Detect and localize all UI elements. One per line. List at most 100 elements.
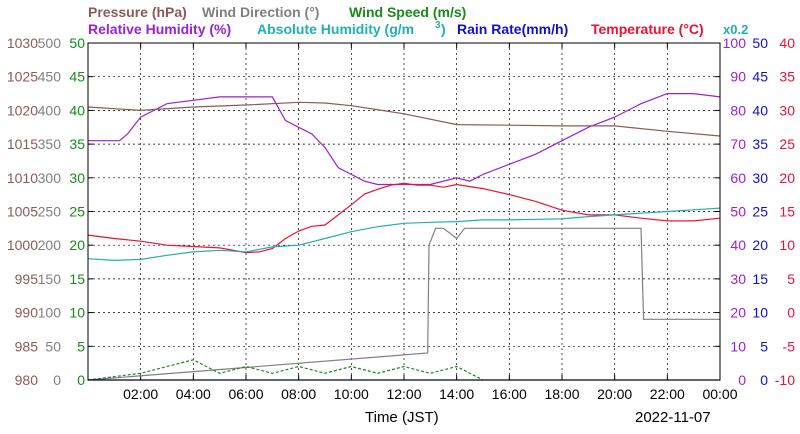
relative-humidity-tick-label: 70 (730, 136, 746, 152)
wind-direction-tick-label: 0 (53, 372, 61, 388)
temperature-tick-label: 30 (779, 102, 795, 118)
x-tick-label: 02:00 (123, 386, 158, 402)
temperature-tick-label: 5 (787, 271, 795, 287)
wind-speed-tick-label: 10 (69, 305, 85, 321)
relative-humidity-tick-label: 10 (730, 338, 746, 354)
rain-rate-tick-label: 30 (752, 170, 768, 186)
x-tick-label: 14:00 (439, 386, 474, 402)
rain-rate-tick-label: 25 (752, 204, 768, 220)
wind-direction-tick-label: 50 (45, 338, 61, 354)
legend-entry: Absolute Humidity (g/m (257, 21, 414, 37)
chart-header: Pressure (hPa) Wind Direction (°) Wind Spe… (88, 4, 748, 37)
plot-frame (87, 42, 721, 381)
wind-speed-tick-label: 30 (69, 170, 85, 186)
x-tick-label: 10:00 (334, 386, 369, 402)
date-label: 2022-11-07 (635, 409, 711, 426)
relative-humidity-tick-label: 50 (730, 204, 746, 220)
series-line (87, 227, 720, 381)
pressure-tick-label: 995 (15, 271, 39, 287)
relative-humidity-tick-label: 0 (738, 372, 746, 388)
temperature-tick-label: 10 (779, 237, 795, 253)
series-line (87, 182, 721, 254)
pressure-tick-label: 1010 (7, 170, 38, 186)
legend-entry: Pressure (hPa) (88, 4, 187, 20)
wind-speed-tick-label: 40 (69, 102, 85, 118)
x-tick-label: 08:00 (281, 386, 316, 402)
temperature-tick-label: -5 (783, 338, 796, 354)
relative-humidity-tick-label: 20 (730, 305, 746, 321)
wind-direction-tick-label: 450 (38, 69, 62, 85)
legend-entry: Temperature (°C) (591, 21, 704, 37)
relative-humidity-tick-label: 100 (723, 35, 747, 51)
rain-rate-tick-label: 0 (760, 372, 768, 388)
wind-speed-tick-label: 0 (77, 372, 85, 388)
x-axis-label: Time (JST) (365, 409, 439, 426)
wind-direction-tick-label: 200 (38, 237, 62, 253)
relative-humidity-tick-label: 80 (730, 102, 746, 118)
series-line (87, 207, 721, 262)
pressure-tick-label: 985 (15, 338, 39, 354)
x-tick-label: 18:00 (544, 386, 579, 402)
pressure-tick-label: 1030 (7, 35, 38, 51)
pressure-tick-label: 1005 (7, 204, 38, 220)
x-tick-label: 06:00 (228, 386, 263, 402)
rain-rate-tick-label: 40 (752, 102, 768, 118)
wind-speed-tick-label: 25 (69, 204, 85, 220)
temperature-tick-label: 15 (779, 204, 795, 220)
legend-entry: ) (441, 21, 446, 37)
wind-direction-tick-label: 300 (38, 170, 62, 186)
pressure-tick-label: 990 (15, 305, 39, 321)
pressure-tick-label: 1020 (7, 102, 38, 118)
wind-direction-tick-label: 150 (38, 271, 62, 287)
x-tick-label: 20:00 (597, 386, 632, 402)
x-tick-label: 04:00 (176, 386, 211, 402)
pressure-tick-label: 1015 (7, 136, 38, 152)
wind-speed-tick-label: 20 (69, 237, 85, 253)
wind-direction-tick-label: 250 (38, 204, 62, 220)
legend-entry: Wind Direction (°) (202, 4, 319, 20)
wind-direction-tick-label: 400 (38, 102, 62, 118)
pressure-tick-label: 980 (15, 372, 39, 388)
pressure-tick-label: 1000 (7, 237, 38, 253)
x-tick-label: 22:00 (650, 386, 685, 402)
wind-direction-tick-label: 100 (38, 305, 62, 321)
series-line (87, 359, 484, 381)
axis-tick-labels: 1030102510201015101010051000995990985980… (7, 35, 795, 402)
wind-direction-tick-label: 500 (38, 35, 62, 51)
x-tick-label: 12:00 (386, 386, 421, 402)
temperature-tick-label: 35 (779, 69, 795, 85)
legend-entry: Rain Rate(mm/h) (457, 21, 568, 37)
pressure-tick-label: 1025 (7, 69, 38, 85)
wind-direction-tick-label: 350 (38, 136, 62, 152)
rain-rate-tick-label: 35 (752, 136, 768, 152)
legend-entry: Relative Humidity (%) (88, 21, 231, 37)
rain-rate-tick-label: 20 (752, 237, 768, 253)
wind-speed-tick-label: 50 (69, 35, 85, 51)
rain-rate-tick-label: 10 (752, 305, 768, 321)
temperature-tick-label: 25 (779, 136, 795, 152)
multiplier-label: x0.2 (723, 22, 748, 37)
legend-entry: Wind Speed (m/s) (349, 4, 466, 20)
x-tick-label: 00:00 (702, 386, 737, 402)
x-tick-label: 16:00 (492, 386, 527, 402)
relative-humidity-tick-label: 90 (730, 69, 746, 85)
temperature-tick-label: 0 (787, 305, 795, 321)
temperature-tick-label: -10 (775, 372, 795, 388)
rain-rate-tick-label: 15 (752, 271, 768, 287)
wind-speed-tick-label: 45 (69, 69, 85, 85)
relative-humidity-tick-label: 40 (730, 237, 746, 253)
series-line (87, 101, 721, 137)
chart-gridlines (88, 43, 721, 380)
rain-rate-tick-label: 5 (760, 338, 768, 354)
legend-superscript: 3 (435, 20, 441, 31)
series-line (88, 92, 721, 186)
wind-speed-tick-label: 15 (69, 271, 85, 287)
rain-rate-tick-label: 50 (752, 35, 768, 51)
temperature-tick-label: 40 (779, 35, 795, 51)
wind-speed-tick-label: 35 (69, 136, 85, 152)
temperature-tick-label: 20 (779, 170, 795, 186)
wind-speed-tick-label: 5 (77, 338, 85, 354)
relative-humidity-tick-label: 60 (730, 170, 746, 186)
